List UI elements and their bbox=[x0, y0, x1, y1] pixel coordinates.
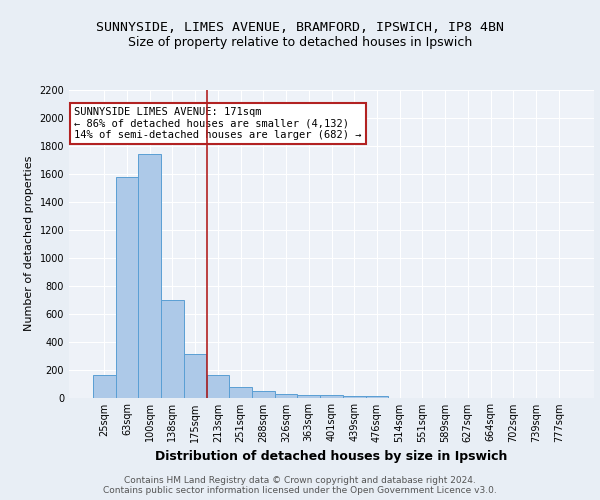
Bar bbox=[229, 387, 252, 398]
Bar bbox=[139, 154, 161, 398]
Bar bbox=[275, 394, 298, 398]
Text: Contains HM Land Registry data © Crown copyright and database right 2024.
Contai: Contains HM Land Registry data © Crown c… bbox=[103, 476, 497, 495]
Text: SUNNYSIDE LIMES AVENUE: 171sqm
← 86% of detached houses are smaller (4,132)
14% : SUNNYSIDE LIMES AVENUE: 171sqm ← 86% of … bbox=[74, 107, 362, 140]
Bar bbox=[184, 354, 206, 398]
Bar bbox=[206, 375, 229, 398]
Bar bbox=[161, 300, 184, 398]
Bar bbox=[116, 176, 139, 398]
Text: Size of property relative to detached houses in Ipswich: Size of property relative to detached ho… bbox=[128, 36, 472, 49]
Text: SUNNYSIDE, LIMES AVENUE, BRAMFORD, IPSWICH, IP8 4BN: SUNNYSIDE, LIMES AVENUE, BRAMFORD, IPSWI… bbox=[96, 21, 504, 34]
Bar bbox=[93, 375, 116, 398]
Bar bbox=[320, 396, 343, 398]
Bar bbox=[343, 396, 365, 398]
Bar bbox=[298, 396, 320, 398]
Y-axis label: Number of detached properties: Number of detached properties bbox=[24, 156, 34, 332]
Bar bbox=[252, 390, 275, 398]
Bar bbox=[365, 396, 388, 398]
X-axis label: Distribution of detached houses by size in Ipswich: Distribution of detached houses by size … bbox=[155, 450, 508, 463]
